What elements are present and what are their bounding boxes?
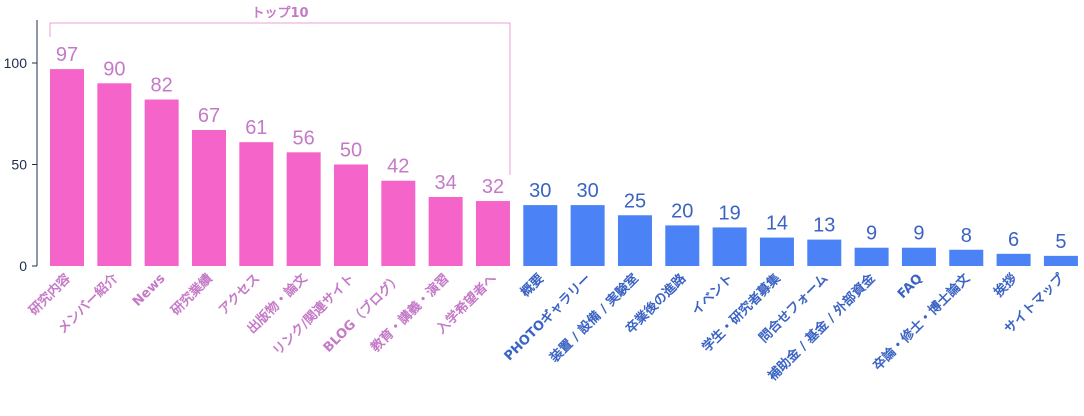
top10-annotation: トップ10 [49,6,511,175]
category-label: 学生・研究者募集 [699,270,785,356]
bar-value-label: 56 [293,127,315,149]
bar [759,237,794,266]
category-label: 研究内容 [26,271,74,319]
category-label: 概要 [517,271,547,301]
bar-value-label: 13 [813,215,835,237]
bar [996,253,1031,266]
bar-value-label: 14 [766,213,788,235]
bar-value-label: 50 [340,140,362,162]
top10-label: トップ10 [251,6,308,21]
bar-value-label: 20 [671,200,693,222]
value-labels: 97 90 82 67 61 56 50 42 34 32 30 30 25 20 19 14 13 9 9 8 6 5 [56,44,1067,253]
bar [807,239,842,266]
bar-value-label: 82 [151,75,173,97]
bar [617,215,652,266]
bar [570,205,605,266]
category-label: News [130,271,169,310]
category-label: アクセス [216,271,263,318]
bar [50,69,84,266]
y-tick-label: 50 [11,157,27,173]
bar-value-label: 97 [56,44,78,66]
category-label: 装置 / 設備 / 実験室 [546,271,642,367]
bar-value-label: 9 [913,223,924,245]
bar [191,129,226,266]
bar-value-label: 30 [577,180,599,202]
bar [97,83,132,266]
category-label: イベント [689,271,736,318]
bar [428,196,463,266]
bar [854,247,889,266]
bar [286,152,321,266]
category-label: リンク/関連サイト [270,271,358,359]
category-label: 研究業績 [168,271,216,319]
category-label: BLOG（ブログ） [320,271,405,356]
bar-value-label: 42 [387,156,409,178]
category-label: 教育・講義・演習 [367,271,453,357]
bar-value-label: 25 [624,190,646,212]
bar [949,249,984,266]
y-tick-label: 100 [4,55,28,71]
bar [712,227,747,266]
category-label: PHOTOギャラリー [501,271,595,365]
bar-value-label: 32 [482,176,504,198]
bar [144,99,179,266]
category-label: 挨拶 [991,271,1021,301]
y-tick-label: 0 [19,258,27,274]
bar-value-label: 90 [103,58,125,80]
bar-value-label: 30 [529,180,551,202]
bar-value-label: 9 [866,223,877,245]
bar [381,180,416,266]
bar [523,205,558,266]
bar-value-label: 5 [1055,231,1066,253]
bar [665,225,700,266]
bar [901,247,936,266]
bar [333,164,368,266]
bar-value-label: 34 [435,172,457,194]
bar-value-label: 8 [961,225,972,247]
top10-bracket [49,22,511,175]
bars [50,69,1078,266]
y-axis: 0 50 100 [4,20,38,274]
bar-value-label: 19 [718,202,740,224]
bar-value-label: 67 [198,105,220,127]
bar-value-label: 6 [1008,229,1019,251]
bar [1043,255,1078,266]
bar-value-label: 61 [245,117,267,139]
bar [475,201,510,266]
category-label: FAQ [895,271,926,302]
bar [239,142,274,266]
